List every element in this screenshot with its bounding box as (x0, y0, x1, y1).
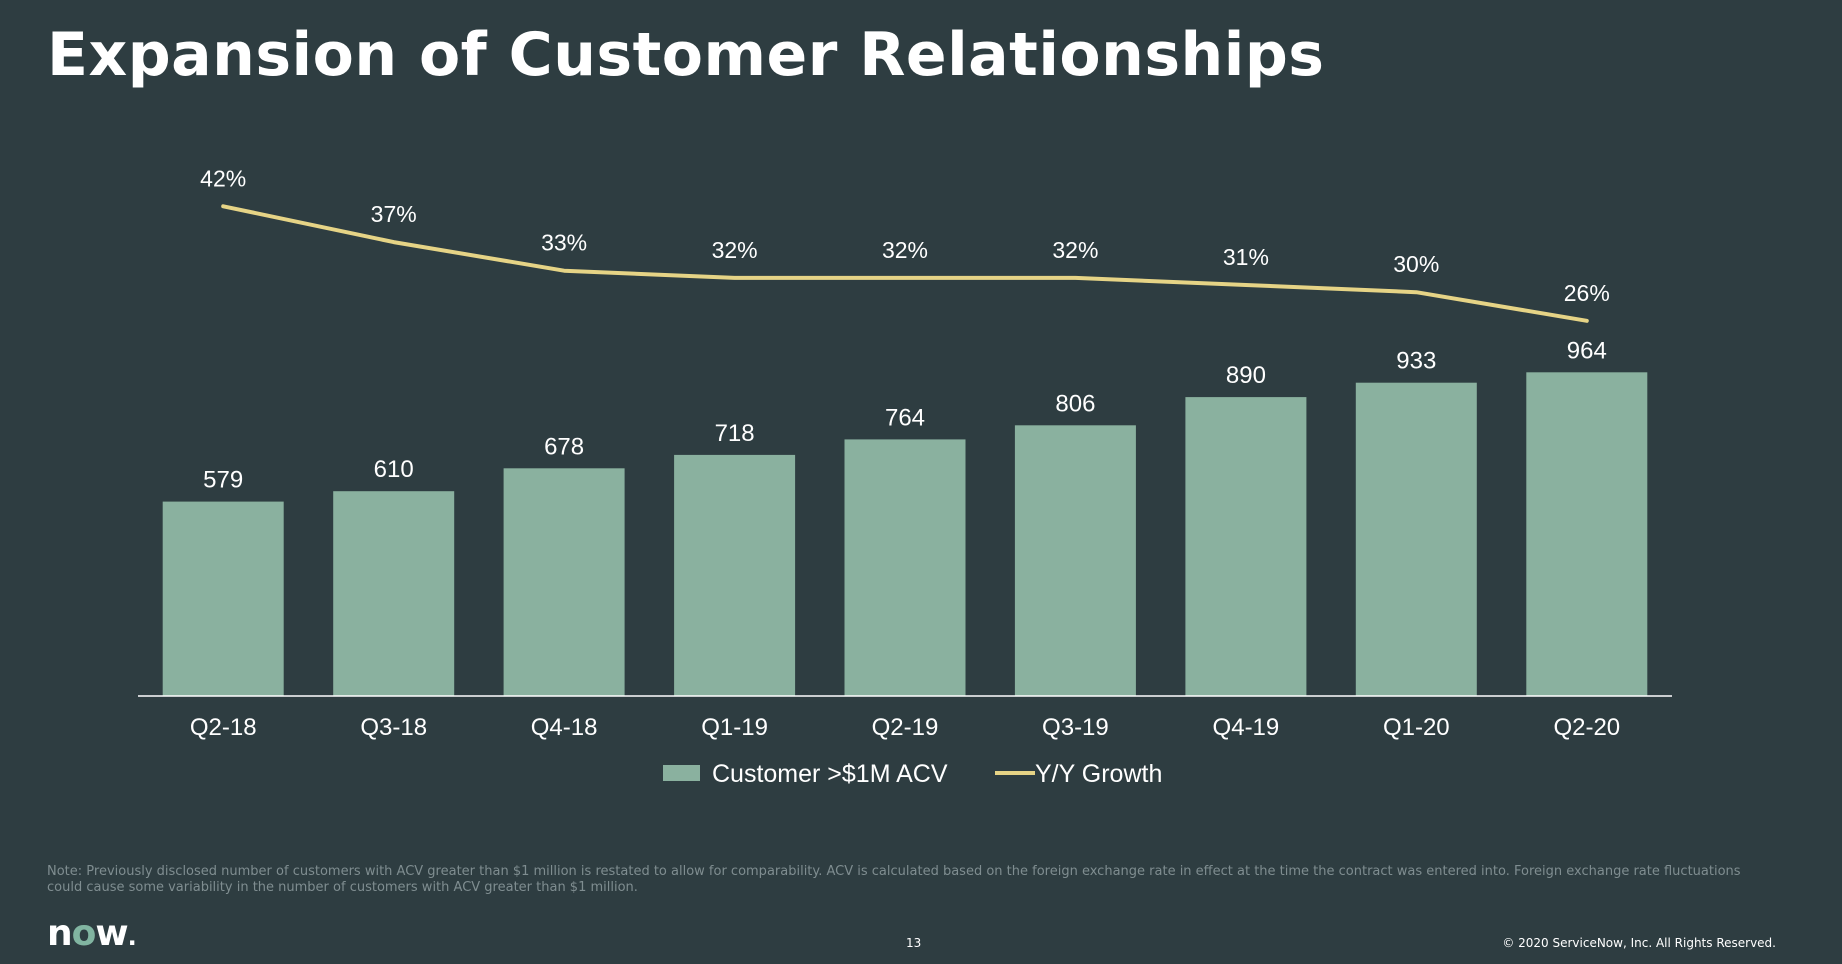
bar-Q3-18 (333, 491, 455, 696)
bar-Q3-19 (1014, 425, 1136, 696)
x-tick-label: Q2-20 (1553, 714, 1620, 741)
legend-label-customers: Customer >$1M ACV (712, 760, 948, 788)
growth-chart: 579 Q2-18 610 Q3-18 678 Q4-18 718 Q1-19 764 Q2-19… (138, 165, 1672, 788)
bar-value-label: 678 (544, 433, 584, 460)
bar-value-label: 806 (1055, 390, 1095, 417)
growth-value-label: 30% (1393, 251, 1439, 277)
growth-value-label: 32% (882, 237, 928, 263)
bar-value-label: 610 (374, 456, 414, 483)
x-tick-label: Q4-19 (1213, 714, 1280, 741)
bar-value-label: 964 (1567, 337, 1607, 364)
slide-title: Expansion of Customer Relationships (47, 20, 1325, 90)
growth-value-label: 42% (200, 165, 246, 191)
bar-value-label: 718 (715, 420, 755, 447)
legend-swatch-customers (663, 765, 700, 781)
bar-value-label: 579 (203, 467, 243, 494)
x-tick-label: Q3-19 (1042, 714, 1109, 741)
x-tick-label: Q4-18 (531, 714, 598, 741)
bar-value-label: 890 (1226, 362, 1266, 389)
page-number: 13 (906, 936, 922, 950)
x-tick-label: Q1-19 (701, 714, 768, 741)
footnote: Note: Previously disclosed number of cus… (47, 864, 1741, 895)
growth-value-label: 26% (1564, 280, 1610, 306)
growth-value-label: 33% (541, 230, 587, 256)
bar-value-label: 764 (885, 404, 925, 431)
bar-Q1-20 (1355, 382, 1477, 696)
bar-Q4-18 (503, 468, 625, 696)
x-tick-label: Q2-18 (190, 714, 257, 741)
growth-value-label: 32% (712, 237, 758, 263)
bar-Q2-20 (1526, 372, 1648, 696)
x-tick-label: Q1-20 (1383, 714, 1450, 741)
growth-value-label: 37% (371, 201, 417, 227)
x-tick-label: Q3-18 (360, 714, 427, 741)
bar-Q2-18 (162, 501, 284, 696)
bar-Q4-19 (1185, 397, 1307, 696)
bar-Q1-19 (674, 454, 796, 696)
bar-value-label: 933 (1396, 348, 1436, 375)
legend-label-growth: Y/Y Growth (1035, 760, 1162, 788)
copyright-notice: © 2020 ServiceNow, Inc. All Rights Reser… (1502, 936, 1776, 950)
growth-value-label: 32% (1052, 237, 1098, 263)
growth-line (221, 204, 1589, 323)
x-tick-label: Q2-19 (872, 714, 939, 741)
growth-value-label: 31% (1223, 244, 1269, 270)
bar-Q2-19 (844, 439, 966, 696)
servicenow-logo: now. (47, 913, 137, 954)
